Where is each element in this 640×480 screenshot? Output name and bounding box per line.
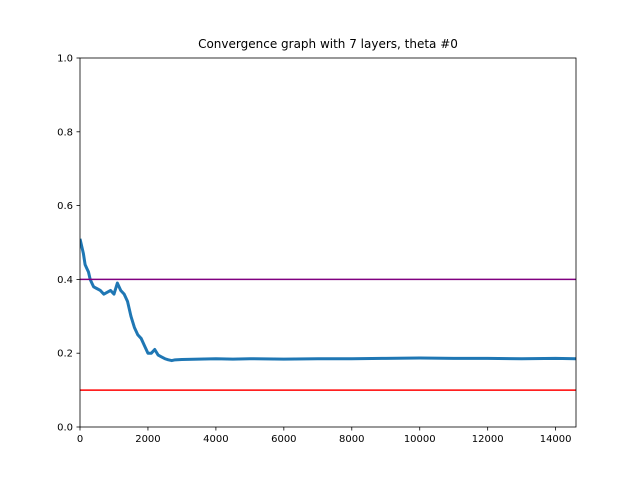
x-tick-label: 2000 xyxy=(135,434,160,445)
y-tick-label: 0.0 xyxy=(57,423,73,434)
x-tick-label: 4000 xyxy=(203,434,228,445)
x-tick-label: 0 xyxy=(77,434,83,445)
x-tick-label: 14000 xyxy=(540,434,572,445)
axes-frame xyxy=(79,57,577,428)
axes: 0 2000 4000 6000 8000 10000 12000 14000 0.0 0.2 0.… xyxy=(57,54,577,445)
y-tick-label: 0.2 xyxy=(57,349,73,360)
x-tick-label: 6000 xyxy=(271,434,296,445)
convergence-series-line xyxy=(80,238,576,363)
x-tick-label: 8000 xyxy=(339,434,364,445)
x-tick-label: 12000 xyxy=(472,434,504,445)
series-group xyxy=(80,238,576,391)
y-tick-label: 0.8 xyxy=(57,127,73,138)
y-tick-label: 0.6 xyxy=(57,201,73,212)
x-tick-label: 10000 xyxy=(404,434,436,445)
plot-area xyxy=(80,238,576,391)
y-tick-label: 0.4 xyxy=(57,275,73,286)
y-tick-label: 1.0 xyxy=(57,54,73,65)
chart-title: Convergence graph with 7 layers, theta #… xyxy=(198,37,458,51)
